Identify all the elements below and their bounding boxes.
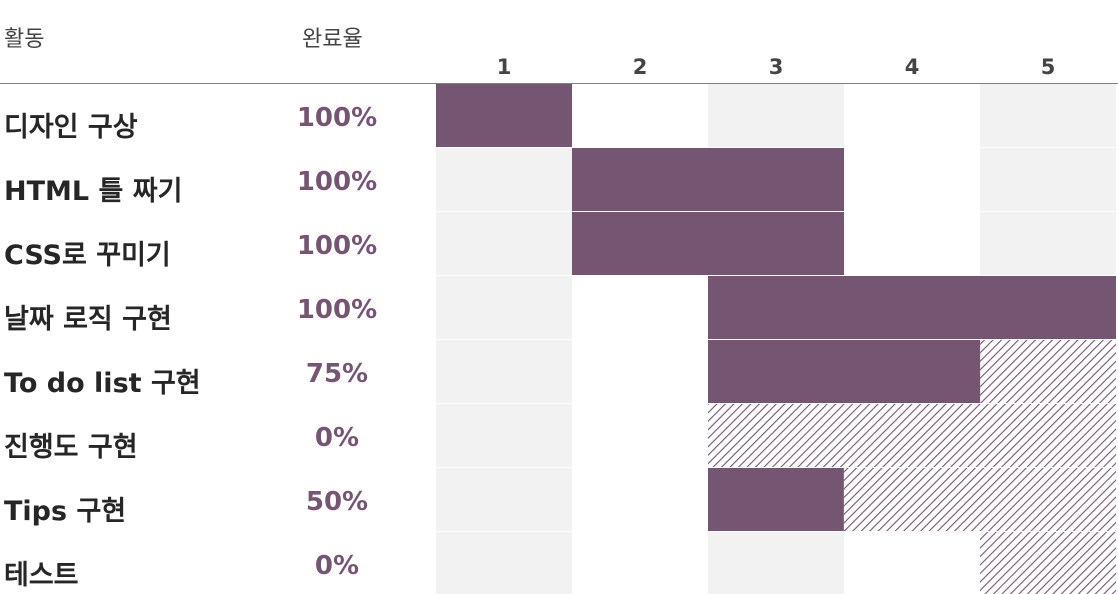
activity-label: To do list 구현	[4, 368, 201, 399]
task-done-bar	[708, 340, 981, 403]
grid-cell	[572, 276, 708, 339]
completion-value: 0%	[315, 423, 359, 453]
completion-value: 100%	[297, 103, 377, 133]
completion-value: 100%	[297, 231, 377, 261]
grid-cell	[844, 212, 980, 275]
activity-label: Tips 구현	[4, 496, 126, 527]
grid-cell	[436, 148, 572, 211]
grid-cell	[980, 148, 1116, 211]
task-done-bar	[572, 148, 844, 211]
task-remaining-bar	[980, 340, 1116, 403]
completion-column-header: 완료율	[302, 27, 363, 52]
completion-value: 100%	[297, 295, 377, 325]
period-label: 3	[769, 55, 784, 79]
grid-cell	[436, 212, 572, 275]
completion-value: 50%	[306, 487, 368, 517]
grid-cell	[844, 532, 980, 594]
period-label: 4	[905, 55, 920, 79]
grid-cell	[708, 84, 844, 147]
grid-cell	[844, 148, 980, 211]
grid-cell	[708, 532, 844, 594]
grid-cell	[572, 340, 708, 403]
grid-cell	[436, 276, 572, 339]
activity-label: CSS로 꾸미기	[4, 240, 171, 271]
grid-cell	[844, 84, 980, 147]
task-done-bar	[708, 468, 844, 531]
activity-label: HTML 틀 짜기	[4, 176, 182, 207]
activity-label: 날짜 로직 구현	[4, 304, 172, 335]
activity-label: 진행도 구현	[4, 432, 138, 463]
grid-cell	[572, 468, 708, 531]
task-remaining-bar	[980, 532, 1116, 594]
completion-value: 0%	[315, 551, 359, 581]
activity-label: 테스트	[4, 560, 79, 591]
grid-cell	[436, 532, 572, 594]
activity-label: 디자인 구상	[4, 112, 138, 143]
grid-cell	[436, 468, 572, 531]
task-remaining-bar	[708, 404, 1116, 467]
grid-cell	[572, 84, 708, 147]
grid-cell	[980, 84, 1116, 147]
task-done-bar	[572, 212, 844, 275]
grid-cell	[572, 404, 708, 467]
completion-value: 100%	[297, 167, 377, 197]
grid-cell	[436, 340, 572, 403]
activity-column-header: 활동	[4, 27, 44, 52]
grid-cell	[436, 404, 572, 467]
period-label: 2	[633, 55, 648, 79]
grid-cell	[572, 532, 708, 594]
period-label: 1	[497, 55, 512, 79]
completion-value: 75%	[306, 359, 368, 389]
grid-cell	[980, 212, 1116, 275]
task-done-bar	[436, 84, 572, 147]
task-done-bar	[708, 276, 1116, 339]
task-remaining-bar	[843, 468, 1116, 531]
period-label: 5	[1041, 55, 1056, 79]
